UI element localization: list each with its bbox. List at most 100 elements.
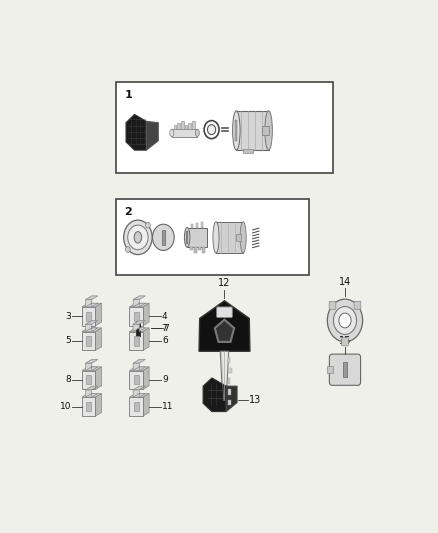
Polygon shape bbox=[133, 386, 145, 390]
Bar bbox=[228, 378, 230, 384]
Polygon shape bbox=[86, 363, 98, 370]
Polygon shape bbox=[133, 390, 145, 397]
Polygon shape bbox=[126, 115, 146, 150]
Circle shape bbox=[152, 224, 174, 251]
Circle shape bbox=[208, 125, 215, 135]
Bar bbox=[82, 332, 95, 350]
Bar bbox=[327, 366, 333, 373]
Bar bbox=[188, 123, 191, 129]
Text: 8: 8 bbox=[65, 375, 71, 384]
FancyBboxPatch shape bbox=[329, 301, 336, 310]
Bar bbox=[86, 336, 91, 345]
Bar bbox=[134, 336, 138, 345]
Polygon shape bbox=[226, 386, 237, 411]
Bar bbox=[82, 307, 95, 326]
Bar bbox=[262, 126, 268, 134]
Polygon shape bbox=[130, 328, 149, 332]
Bar bbox=[181, 121, 184, 129]
Bar bbox=[116, 83, 333, 173]
Circle shape bbox=[145, 222, 150, 228]
Bar bbox=[130, 397, 143, 416]
Polygon shape bbox=[133, 363, 145, 370]
Polygon shape bbox=[133, 296, 145, 300]
Text: 1: 1 bbox=[124, 90, 132, 100]
Ellipse shape bbox=[134, 232, 141, 243]
Bar bbox=[134, 402, 138, 411]
Bar bbox=[116, 199, 309, 276]
Bar bbox=[216, 222, 243, 253]
Polygon shape bbox=[199, 301, 250, 351]
Bar bbox=[177, 123, 180, 129]
Bar bbox=[190, 247, 193, 251]
Polygon shape bbox=[143, 328, 149, 350]
Polygon shape bbox=[130, 367, 149, 370]
Text: 14: 14 bbox=[339, 277, 351, 287]
Bar bbox=[228, 389, 231, 395]
Polygon shape bbox=[220, 351, 229, 400]
Ellipse shape bbox=[170, 129, 174, 136]
Text: 13: 13 bbox=[249, 395, 261, 406]
Polygon shape bbox=[133, 324, 145, 332]
Circle shape bbox=[327, 299, 363, 342]
FancyBboxPatch shape bbox=[217, 307, 232, 318]
Polygon shape bbox=[146, 122, 158, 150]
Bar bbox=[86, 402, 91, 411]
Polygon shape bbox=[130, 303, 149, 307]
Polygon shape bbox=[82, 328, 102, 332]
Polygon shape bbox=[86, 390, 98, 397]
Polygon shape bbox=[143, 367, 149, 390]
Bar bbox=[237, 234, 241, 240]
Text: 6: 6 bbox=[162, 336, 168, 345]
Bar bbox=[86, 312, 91, 321]
Text: 3: 3 bbox=[65, 312, 71, 321]
Bar bbox=[196, 223, 198, 228]
Bar bbox=[194, 247, 197, 253]
Polygon shape bbox=[203, 378, 226, 411]
Circle shape bbox=[339, 313, 351, 328]
Bar bbox=[201, 222, 203, 228]
Text: 9: 9 bbox=[162, 375, 168, 384]
FancyBboxPatch shape bbox=[342, 338, 348, 346]
Bar bbox=[86, 375, 91, 384]
Polygon shape bbox=[133, 320, 145, 324]
Text: 15: 15 bbox=[339, 336, 351, 346]
Ellipse shape bbox=[184, 228, 190, 247]
Polygon shape bbox=[95, 303, 102, 326]
Polygon shape bbox=[95, 367, 102, 390]
Text: 2: 2 bbox=[124, 207, 132, 217]
Bar bbox=[235, 120, 237, 141]
FancyBboxPatch shape bbox=[354, 301, 361, 310]
Bar bbox=[343, 362, 347, 377]
Bar bbox=[136, 321, 140, 336]
Bar bbox=[237, 111, 268, 150]
Bar bbox=[185, 125, 187, 129]
Polygon shape bbox=[82, 303, 102, 307]
Text: 10: 10 bbox=[60, 402, 71, 411]
Bar bbox=[187, 228, 207, 247]
Ellipse shape bbox=[240, 222, 246, 253]
Bar bbox=[134, 312, 138, 321]
Bar bbox=[172, 129, 197, 136]
Text: 7: 7 bbox=[162, 324, 167, 333]
Bar bbox=[130, 307, 143, 326]
Circle shape bbox=[125, 247, 130, 253]
Bar bbox=[228, 357, 230, 363]
Bar bbox=[130, 370, 143, 390]
Circle shape bbox=[333, 306, 357, 334]
Text: 11: 11 bbox=[162, 402, 173, 411]
Bar bbox=[228, 400, 231, 406]
Bar bbox=[82, 370, 95, 390]
Polygon shape bbox=[95, 393, 102, 416]
Ellipse shape bbox=[233, 111, 240, 150]
Polygon shape bbox=[143, 303, 149, 326]
Polygon shape bbox=[86, 320, 98, 324]
Polygon shape bbox=[143, 393, 149, 416]
Bar bbox=[228, 368, 232, 374]
Text: 7: 7 bbox=[164, 324, 170, 333]
Circle shape bbox=[204, 120, 219, 139]
Bar bbox=[130, 332, 143, 350]
Polygon shape bbox=[86, 359, 98, 363]
Polygon shape bbox=[130, 393, 149, 397]
Polygon shape bbox=[95, 328, 102, 350]
Bar bbox=[162, 230, 165, 245]
